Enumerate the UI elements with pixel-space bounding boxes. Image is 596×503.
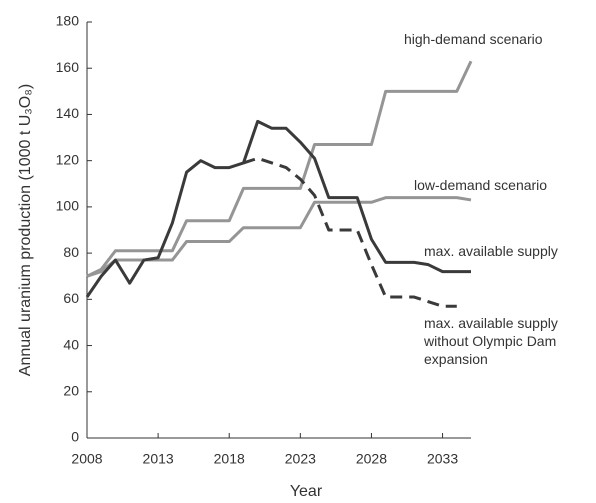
x-tick-label: 2028 [356,451,387,467]
y-tick-label: 180 [56,13,80,29]
x-tick-label: 2023 [285,451,316,467]
annotation: low-demand scenario [414,177,548,193]
x-axis-label: Year [290,483,323,500]
series-line [86,196,472,278]
y-axis-label: Annual uranium production (1000 t U₃O₈) [17,84,34,376]
series-line [242,156,457,308]
y-tick-label: 0 [71,429,79,445]
y-tick-label: 120 [56,151,80,167]
x-tick-label: 2013 [143,451,174,467]
y-tick-label: 160 [56,59,80,75]
y-tick-label: 60 [63,290,79,306]
y-tick-label: 140 [56,105,80,121]
x-tick-label: 2033 [427,451,458,467]
x-tick-label: 2018 [214,451,245,467]
y-tick-label: 40 [63,336,79,352]
y-tick-label: 100 [56,198,80,214]
annotation: high-demand scenario [404,31,543,47]
y-tick-label: 80 [63,244,79,260]
series-line [86,60,473,278]
annotation: max. available supply [424,243,558,259]
annotation: max. available supply without Olympic Da… [424,315,558,367]
x-tick-label: 2008 [71,451,102,467]
series-line [85,119,471,298]
y-tick-label: 20 [63,382,79,398]
